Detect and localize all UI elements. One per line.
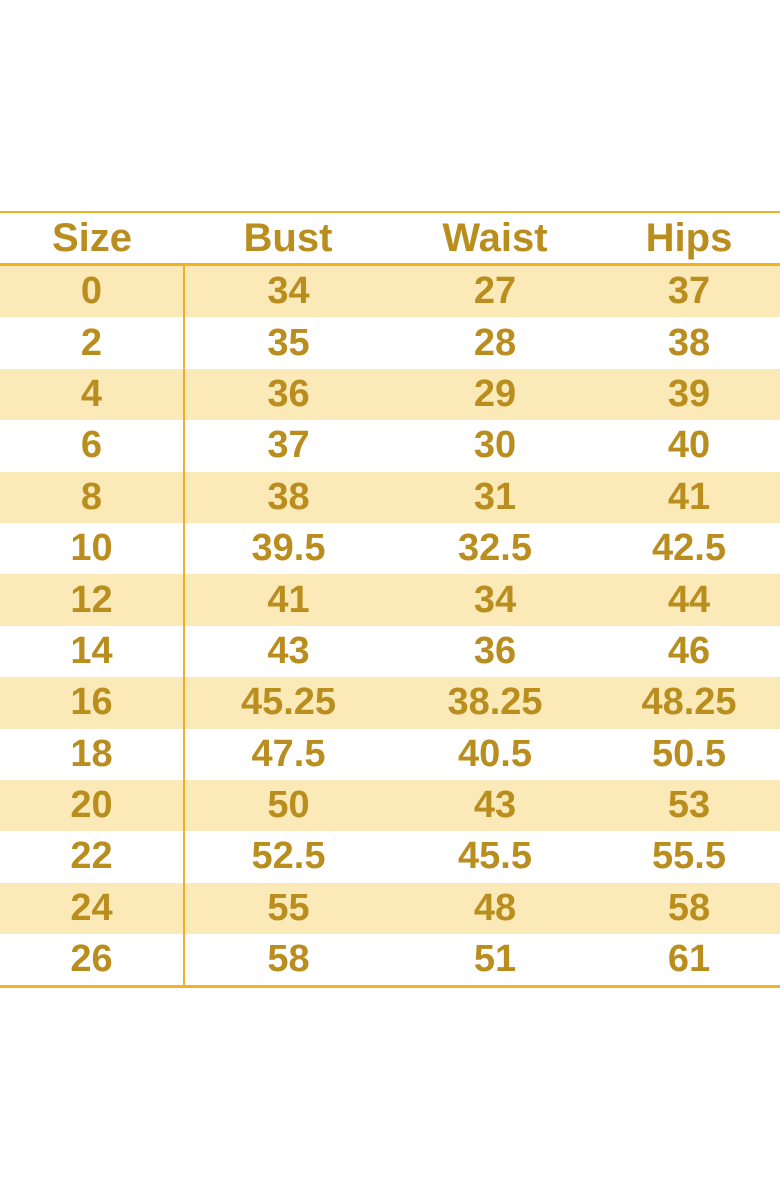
measurement-cell: 39.5	[251, 527, 326, 570]
measurement-cell: 48	[473, 886, 517, 929]
measurement-cell: 45.5	[458, 835, 532, 878]
measurement-cell: 61	[667, 938, 711, 981]
measurement-cell: 40	[667, 424, 711, 467]
measurement-cell: 41	[267, 578, 310, 621]
measurement-cell: 47.5	[251, 732, 326, 775]
measurement-cell: 48.25	[641, 681, 737, 724]
size-cell: 0	[0, 264, 185, 318]
measurement-cell: 41	[667, 475, 711, 518]
measurement-cell: 38	[667, 321, 711, 364]
measurement-cell: 50.5	[652, 732, 726, 775]
measurement-cell: 55	[267, 886, 310, 929]
header-row: Size Bust Waist Hips	[0, 212, 780, 266]
size-cell: 2	[0, 317, 185, 369]
size-cell: 18	[0, 728, 185, 780]
measurement-cell: 29	[473, 372, 517, 415]
table-row: 6 37 30 40	[0, 420, 780, 472]
table-row: 2 35 28 38	[0, 317, 780, 369]
measurement-cell: 58	[267, 938, 310, 981]
measurement-cell: 51	[473, 938, 517, 981]
column-header-size: Size	[0, 212, 184, 266]
measurement-cell: 28	[473, 321, 517, 364]
table-row: 8 38 31 41	[0, 471, 780, 523]
measurement-cell: 39	[667, 372, 711, 415]
size-table-body: 0 34 27 37 2 35 28 38 4 36 29 39 6 37 30 40 8 38 31 41 10 39.…	[0, 264, 780, 987]
measurement-cell: 35	[267, 321, 310, 364]
size-cell: 8	[0, 471, 185, 523]
measurement-cell: 27	[473, 270, 517, 313]
table-row: 12 41 34 44	[0, 574, 780, 626]
table-row: 20 50 43 53	[0, 779, 780, 832]
table-row: 14 43 36 46	[0, 625, 780, 678]
size-chart-table: Size Bust Waist Hips 0 34 27 37 2 35 28 38 4 36 29…	[0, 211, 780, 989]
column-header-waist: Waist	[392, 212, 598, 266]
size-cell: 6	[0, 420, 185, 472]
table-row: 4 36 29 39	[0, 368, 780, 421]
table-row: 24 55 48 58	[0, 882, 780, 935]
size-chart-header: Size Bust Waist Hips	[0, 212, 780, 266]
size-cell: 16	[0, 677, 185, 729]
measurement-cell: 37	[267, 424, 310, 467]
measurement-cell: 53	[667, 784, 711, 827]
measurement-cell: 37	[667, 270, 711, 313]
column-header-hips: Hips	[598, 212, 780, 266]
table-row: 26 58 51 61	[0, 934, 780, 987]
measurement-cell: 36	[473, 629, 517, 672]
measurement-cell: 44	[667, 578, 711, 621]
column-header-bust: Bust	[184, 212, 392, 266]
measurement-cell: 52.5	[251, 835, 326, 878]
size-cell: 26	[0, 934, 185, 987]
table-row: 16 45.25 38.25 48.25	[0, 677, 780, 729]
measurement-cell: 38.25	[447, 681, 543, 724]
measurement-cell: 55.5	[652, 835, 726, 878]
measurement-cell: 50	[267, 784, 310, 827]
table-row: 10 39.5 32.5 42.5	[0, 522, 780, 575]
size-cell: 22	[0, 831, 185, 883]
table-row: 0 34 27 37	[0, 264, 780, 318]
measurement-cell: 40.5	[458, 732, 532, 775]
measurement-cell: 31	[473, 475, 517, 518]
table-row: 18 47.5 40.5 50.5	[0, 728, 780, 780]
size-cell: 24	[0, 882, 185, 935]
measurement-cell: 30	[473, 424, 517, 467]
size-cell: 12	[0, 574, 185, 626]
size-cell: 20	[0, 779, 185, 832]
size-cell: 10	[0, 522, 185, 575]
measurement-cell: 32.5	[458, 527, 532, 570]
measurement-cell: 34	[473, 578, 517, 621]
measurement-cell: 43	[267, 629, 310, 672]
table-row: 22 52.5 45.5 55.5	[0, 831, 780, 883]
measurement-cell: 38	[267, 475, 310, 518]
size-cell: 14	[0, 625, 185, 678]
size-cell: 4	[0, 368, 185, 421]
measurement-cell: 43	[473, 784, 517, 827]
measurement-cell: 46	[667, 629, 711, 672]
measurement-cell: 34	[267, 270, 310, 313]
measurement-cell: 42.5	[652, 527, 726, 570]
measurement-cell: 58	[667, 886, 711, 929]
measurement-cell: 45.25	[240, 681, 337, 724]
measurement-cell: 36	[267, 372, 310, 415]
